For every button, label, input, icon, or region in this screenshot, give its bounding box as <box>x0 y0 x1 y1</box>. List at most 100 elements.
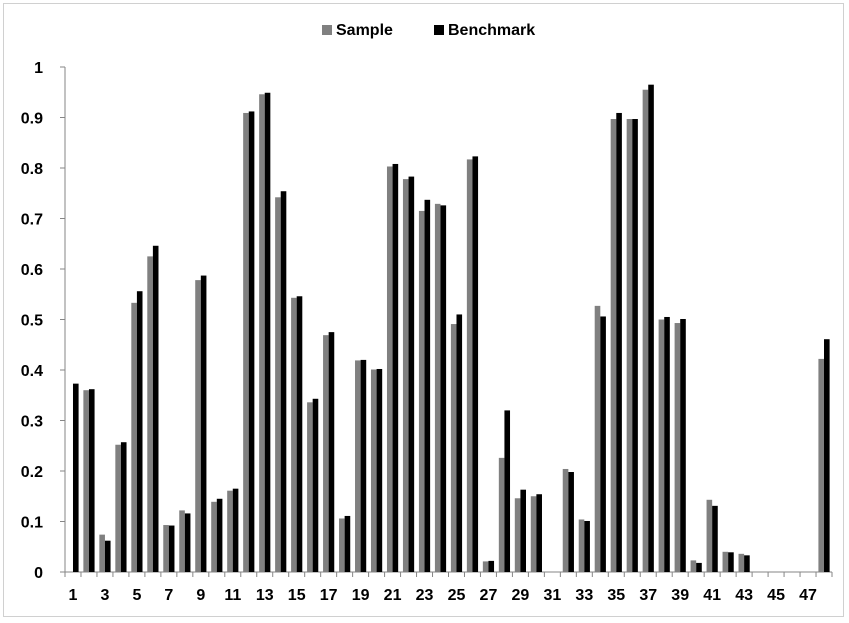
x-tick-label: 43 <box>735 587 753 604</box>
x-tick-label: 9 <box>196 587 205 604</box>
bar-sample-9 <box>195 280 201 572</box>
bar-sample-27 <box>482 561 489 572</box>
x-tick-label: 13 <box>256 587 274 604</box>
bar-sample-18 <box>339 518 345 572</box>
legend: Sample Benchmark <box>322 22 535 39</box>
x-tick-label: 41 <box>703 587 721 604</box>
bar-benchmark-16 <box>312 398 319 572</box>
bar-sample-3 <box>99 534 105 572</box>
y-tick-label: 0.8 <box>21 161 43 178</box>
bar-benchmark-3 <box>104 540 111 572</box>
x-tick-label: 33 <box>575 587 593 604</box>
bar-benchmark-48 <box>824 339 830 572</box>
y-tick-label: 0.7 <box>21 212 43 229</box>
bar-sample-39 <box>674 323 681 572</box>
bar-sample-10 <box>211 501 217 572</box>
bar-benchmark-24 <box>440 205 447 572</box>
bar-sample-32 <box>562 468 569 572</box>
bar-benchmark-9 <box>200 275 207 572</box>
x-tick-label: 5 <box>132 587 141 604</box>
x-tick-label: 11 <box>224 587 241 604</box>
bar-sample-4 <box>115 444 121 572</box>
x-tick-label: 35 <box>607 587 625 604</box>
bar-benchmark-17 <box>328 332 335 572</box>
bar-sample-37 <box>642 89 649 572</box>
bar-benchmark-33 <box>584 520 590 572</box>
legend-swatch-benchmark <box>434 25 444 35</box>
x-tick-label: 47 <box>799 587 817 604</box>
bar-benchmark-42 <box>728 552 734 572</box>
bar-sample-29 <box>514 498 521 572</box>
bar-benchmark-6 <box>152 245 159 572</box>
bar-sample-30 <box>530 496 537 572</box>
bar-benchmark-37 <box>648 84 654 573</box>
bar-benchmark-28 <box>504 410 511 572</box>
bar-benchmark-32 <box>568 472 574 572</box>
bar-benchmark-30 <box>536 494 542 572</box>
x-tick-label: 21 <box>384 587 402 604</box>
bar-sample-24 <box>434 203 441 573</box>
x-tick-label: 39 <box>671 587 689 604</box>
bar-benchmark-10 <box>216 498 223 572</box>
bar-sample-5 <box>131 302 137 572</box>
y-tick-label: 0.9 <box>21 111 43 128</box>
bar-sample-11 <box>227 490 233 572</box>
bar-benchmark-22 <box>408 176 415 572</box>
x-tick-label: 7 <box>164 587 173 604</box>
bar-sample-7 <box>163 525 169 572</box>
bar-benchmark-20 <box>376 368 383 572</box>
bar-sample-20 <box>370 369 377 572</box>
bar-sample-16 <box>307 402 313 572</box>
y-axis: 0 0.1 0.2 0.3 0.4 0.5 0.6 0.7 0.8 0.9 1 <box>21 60 66 582</box>
legend-label-sample: Sample <box>336 22 393 39</box>
y-tick-label: 0.1 <box>21 515 43 532</box>
bar-benchmark-13 <box>264 92 271 572</box>
bar-benchmark-21 <box>392 163 399 572</box>
y-tick-label: 0.2 <box>21 464 43 481</box>
bar-benchmark-18 <box>344 515 351 572</box>
bar-sample-48 <box>818 358 825 572</box>
bar-benchmark-2 <box>88 389 95 572</box>
x-tick-label: 1 <box>69 587 78 604</box>
y-tick-label: 0.6 <box>21 262 43 279</box>
bar-benchmark-27 <box>488 560 495 572</box>
bar-sample-40 <box>690 560 697 572</box>
bar-benchmark-14 <box>280 191 287 573</box>
bar-benchmark-4 <box>120 442 127 572</box>
bar-sample-28 <box>498 457 505 572</box>
x-tick-label: 19 <box>352 587 370 604</box>
y-tick-label: 0.3 <box>21 414 43 431</box>
y-tick-label: 0.4 <box>21 363 43 380</box>
bar-sample-35 <box>610 119 617 572</box>
bar-benchmark-7 <box>168 525 175 572</box>
x-tick-label: 25 <box>448 587 466 604</box>
bar-benchmark-23 <box>424 199 431 572</box>
x-tick-label: 3 <box>100 587 109 604</box>
bar-benchmark-15 <box>296 296 303 572</box>
x-tick-label: 31 <box>543 587 561 604</box>
bar-chart: Sample Benchmark 00.10.20.30.40.50.60.70… <box>21 22 833 604</box>
bar-benchmark-41 <box>712 505 718 572</box>
x-tick-label: 27 <box>480 587 498 604</box>
bar-benchmark-11 <box>232 488 239 572</box>
bar-sample-2 <box>83 390 89 572</box>
bar-benchmark-12 <box>248 111 255 572</box>
bar-sample-15 <box>291 297 297 572</box>
bar-sample-17 <box>323 335 329 572</box>
bar-sample-21 <box>386 166 393 573</box>
bar-benchmark-40 <box>696 562 702 572</box>
bar-benchmark-8 <box>184 513 191 572</box>
bar-sample-8 <box>179 510 185 572</box>
bar-sample-25 <box>450 324 457 572</box>
bar-sample-38 <box>658 319 665 572</box>
bar-benchmark-5 <box>136 291 143 572</box>
bar-sample-12 <box>243 112 249 572</box>
y-tick-label: 0.5 <box>21 313 43 330</box>
x-tick-label: 29 <box>512 587 530 604</box>
bar-benchmark-34 <box>600 316 606 572</box>
bar-sample-6 <box>147 256 153 572</box>
x-tick-label: 23 <box>416 587 434 604</box>
bar-benchmark-43 <box>744 555 750 572</box>
bar-sample-26 <box>466 159 473 573</box>
bar-benchmark-1 <box>72 383 79 572</box>
